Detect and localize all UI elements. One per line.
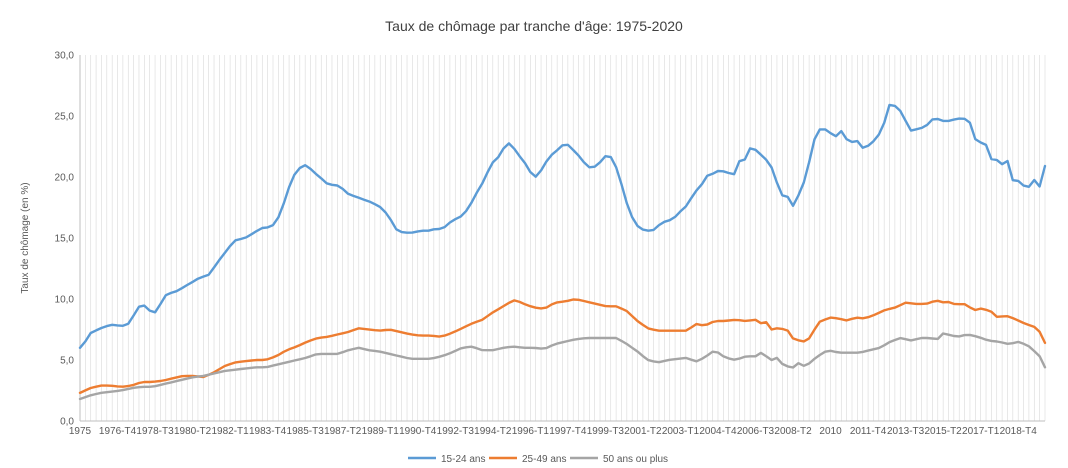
x-tick-label: 1983-T4 xyxy=(249,426,287,437)
x-tick-label: 2018-T4 xyxy=(1000,426,1038,437)
y-tick-label: 15,0 xyxy=(55,234,75,245)
chart-title: Taux de chômage par tranche d'âge: 1975-… xyxy=(385,18,683,34)
x-tick-label: 1996-T1 xyxy=(512,426,550,437)
y-axis-title: Taux de chômage (en %) xyxy=(20,182,31,293)
x-tick-label: 1987-T2 xyxy=(324,426,362,437)
x-tick-label: 1978-T3 xyxy=(136,426,174,437)
x-tick-label: 2008-T2 xyxy=(774,426,812,437)
legend-label: 15-24 ans xyxy=(441,454,485,465)
x-tick-label: 1994-T2 xyxy=(474,426,512,437)
y-tick-label: 30,0 xyxy=(55,51,75,62)
x-tick-label: 1999-T3 xyxy=(587,426,625,437)
series-line-25-49-ans xyxy=(78,298,1047,395)
x-tick-label: 2004-T4 xyxy=(699,426,737,437)
x-tick-label: 1990-T4 xyxy=(399,426,437,437)
x-tick-label: 1975 xyxy=(69,426,92,437)
x-tick-label: 2001-T2 xyxy=(624,426,662,437)
x-tick-label: 1997-T4 xyxy=(549,426,587,437)
x-tick-label: 2011-T4 xyxy=(850,426,887,437)
y-tick-label: 10,0 xyxy=(55,295,75,306)
axes xyxy=(79,55,1045,422)
x-tick-label: 1992-T3 xyxy=(437,426,475,437)
legend-label: 50 ans ou plus xyxy=(603,454,668,465)
x-tick-label: 1982-T1 xyxy=(211,426,249,437)
legend-label: 25-49 ans xyxy=(522,454,566,465)
series-lines xyxy=(78,103,1047,401)
series-line-50-ans-ou-plus xyxy=(78,332,1047,401)
series-line-15-24-ans xyxy=(78,103,1047,349)
y-tick-label: 5,0 xyxy=(60,356,74,367)
x-tick-label: 2010 xyxy=(819,426,842,437)
x-tick-label: 2015-T2 xyxy=(925,426,963,437)
x-tick-label: 1976-T4 xyxy=(99,426,137,437)
x-tick-label: 2003-T1 xyxy=(662,426,700,437)
x-tick-label: 2006-T3 xyxy=(737,426,775,437)
x-tick-label: 2017-T1 xyxy=(962,426,1000,437)
y-tick-label: 25,0 xyxy=(55,112,75,123)
y-tick-label: 20,0 xyxy=(55,173,75,184)
x-tick-label: 2013-T3 xyxy=(887,426,925,437)
x-tick-label: 1985-T3 xyxy=(287,426,325,437)
y-tick-label: 0,0 xyxy=(60,417,74,428)
x-tick-label: 1989-T1 xyxy=(362,426,400,437)
x-tick-labels: 1975 1976-T4 1978-T3 1980-T2 1982-T1 1983-T4 1… xyxy=(69,426,1037,437)
legend: 15-24 ans 25-49 ans 50 ans ou plus xyxy=(408,454,668,465)
y-tick-labels: 0,0 5,0 10,0 15,0 20,0 25,0 30,0 xyxy=(55,51,75,428)
x-tick-label: 1980-T2 xyxy=(174,426,212,437)
